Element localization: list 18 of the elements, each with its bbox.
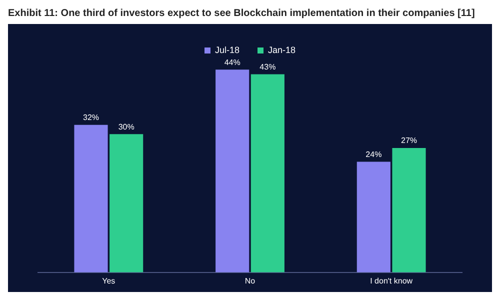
legend-label: Jul-18 bbox=[214, 44, 240, 55]
bar bbox=[74, 124, 108, 272]
bar bbox=[216, 70, 250, 272]
legend-label: Jan-18 bbox=[268, 44, 296, 55]
bar bbox=[392, 148, 426, 272]
bar bbox=[110, 134, 144, 272]
data-label: 30% bbox=[118, 122, 134, 132]
data-label: 44% bbox=[224, 58, 240, 67]
data-label: 27% bbox=[400, 136, 418, 146]
data-label: 24% bbox=[366, 150, 382, 159]
x-tick-label: Yes bbox=[102, 276, 116, 286]
bar bbox=[250, 74, 284, 272]
data-label: 43% bbox=[260, 62, 276, 72]
x-tick-label: No bbox=[244, 276, 256, 286]
x-tick-label: I don't know bbox=[370, 276, 413, 286]
data-label: 32% bbox=[82, 113, 100, 122]
bar bbox=[356, 162, 390, 272]
chart-title: Exhibit 11: One third of investors expect to see Blockchain implementation in their companies [11] bbox=[8, 8, 476, 21]
